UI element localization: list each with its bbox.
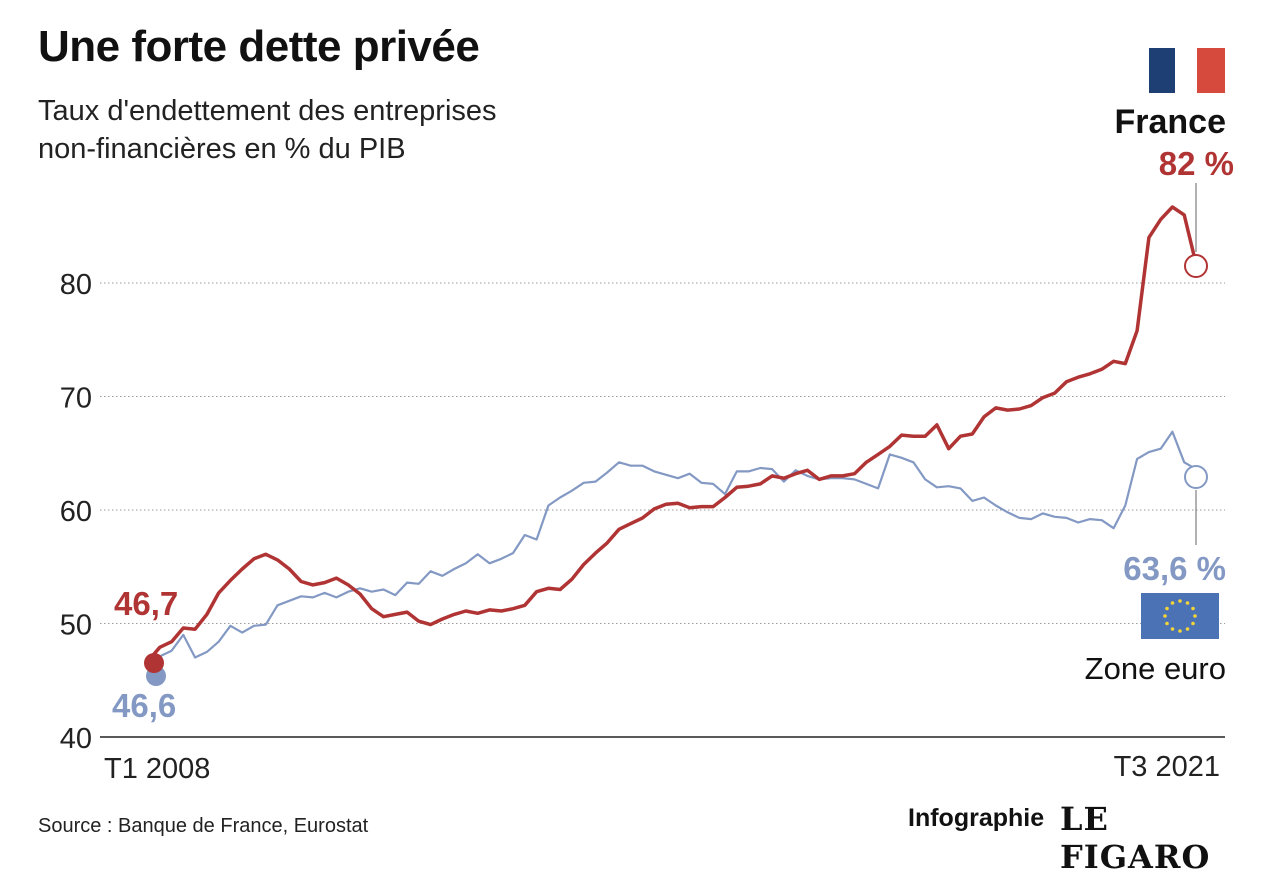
source-note: Source : Banque de France, Eurostat [38, 815, 369, 837]
euro-end-value: 63,6 % [1123, 550, 1226, 587]
eu-star-icon [1193, 614, 1197, 618]
eu-star-icon [1163, 614, 1167, 618]
eu-flag-icon [1141, 593, 1219, 639]
y-tick-label-70: 70 [60, 383, 92, 415]
y-tick-label-40: 40 [60, 723, 92, 755]
x-tick-label-start: T1 2008 [104, 753, 210, 785]
x-tick-label-end: T3 2021 [1114, 751, 1220, 783]
eu-star-icon [1165, 606, 1169, 611]
eu-star-icon [1170, 601, 1175, 605]
endpoint-markers [144, 254, 1208, 686]
gridlines [100, 282, 1225, 624]
france-start-value: 46,7 [114, 585, 178, 622]
y-tick-label-60: 60 [60, 496, 92, 528]
euro-start-value: 46,6 [112, 687, 176, 724]
subtitle-line-2: non-financières en % du PIB [38, 133, 406, 165]
subtitle-line-1: Taux d'endettement des entreprises [38, 95, 497, 127]
eu-star-icon [1165, 621, 1169, 626]
france-label: France [1115, 103, 1227, 141]
france-end-marker [1184, 254, 1208, 278]
le-figaro-logo: LE FIGARO [1060, 800, 1211, 876]
eu-star-icon [1191, 621, 1195, 626]
series-lines [146, 205, 1198, 664]
eu-star-icon [1185, 601, 1190, 605]
y-tick-label-50: 50 [60, 610, 92, 642]
chart-title: Une forte dette privée [38, 22, 480, 71]
eu-star-icon [1191, 606, 1195, 611]
series-line-france [146, 205, 1198, 663]
infographie-credit: Infographie [908, 804, 1045, 832]
france-start-marker [144, 653, 164, 673]
france-flag-icon [1149, 48, 1225, 93]
euro-label: Zone euro [1085, 651, 1226, 686]
y-tick-label-80: 80 [60, 269, 92, 301]
eu-star-icon [1185, 627, 1190, 631]
y-axis-ticks: 40 50 60 70 80 [60, 269, 92, 755]
eu-star-icon [1170, 627, 1175, 631]
france-end-value: 82 % [1159, 145, 1234, 182]
series-line-euro [146, 430, 1198, 664]
eu-star-icon [1178, 629, 1182, 633]
eu-star-icon [1178, 599, 1182, 603]
euro-end-marker [1184, 465, 1208, 489]
chart-subtitle: Taux d'endettement des entreprises non-f… [38, 92, 638, 168]
